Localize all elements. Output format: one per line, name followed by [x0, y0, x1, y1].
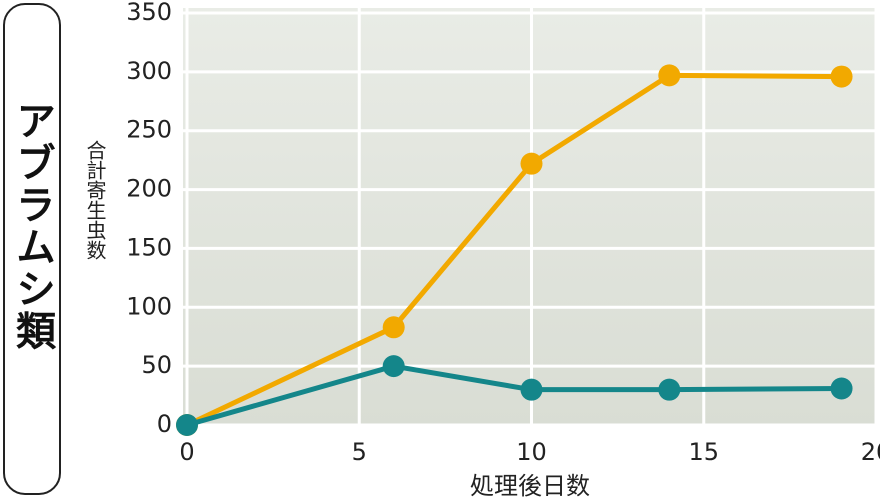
title-frame: [3, 3, 61, 495]
y-tick-label: 200: [126, 175, 172, 203]
data-point: [382, 355, 405, 378]
y-tick-label: 300: [126, 57, 172, 85]
y-tick-label: 150: [126, 233, 172, 261]
x-axis-label: 処理後日数: [470, 472, 590, 500]
y-tick-label: 250: [126, 116, 172, 144]
y-tick-label: 0: [157, 410, 172, 438]
x-tick-label: 0: [179, 438, 194, 466]
data-point: [520, 378, 543, 401]
data-point: [176, 414, 198, 436]
x-tick-label: 20: [861, 438, 880, 466]
chart-title: アブラムシ類: [9, 100, 55, 352]
x-tick-label: 5: [352, 438, 367, 466]
y-tick-label: 350: [126, 0, 172, 26]
y-tick-label: 50: [141, 351, 172, 379]
x-tick-label: 10: [516, 438, 547, 466]
data-point: [382, 316, 405, 339]
data-point: [830, 377, 853, 400]
y-tick-label: 100: [126, 292, 172, 320]
data-point: [830, 65, 853, 88]
data-point: [658, 378, 681, 401]
x-tick-label: 15: [688, 438, 719, 466]
data-point: [658, 64, 681, 87]
data-point: [520, 152, 543, 175]
y-axis-label: 合計寄生虫数: [83, 140, 107, 260]
